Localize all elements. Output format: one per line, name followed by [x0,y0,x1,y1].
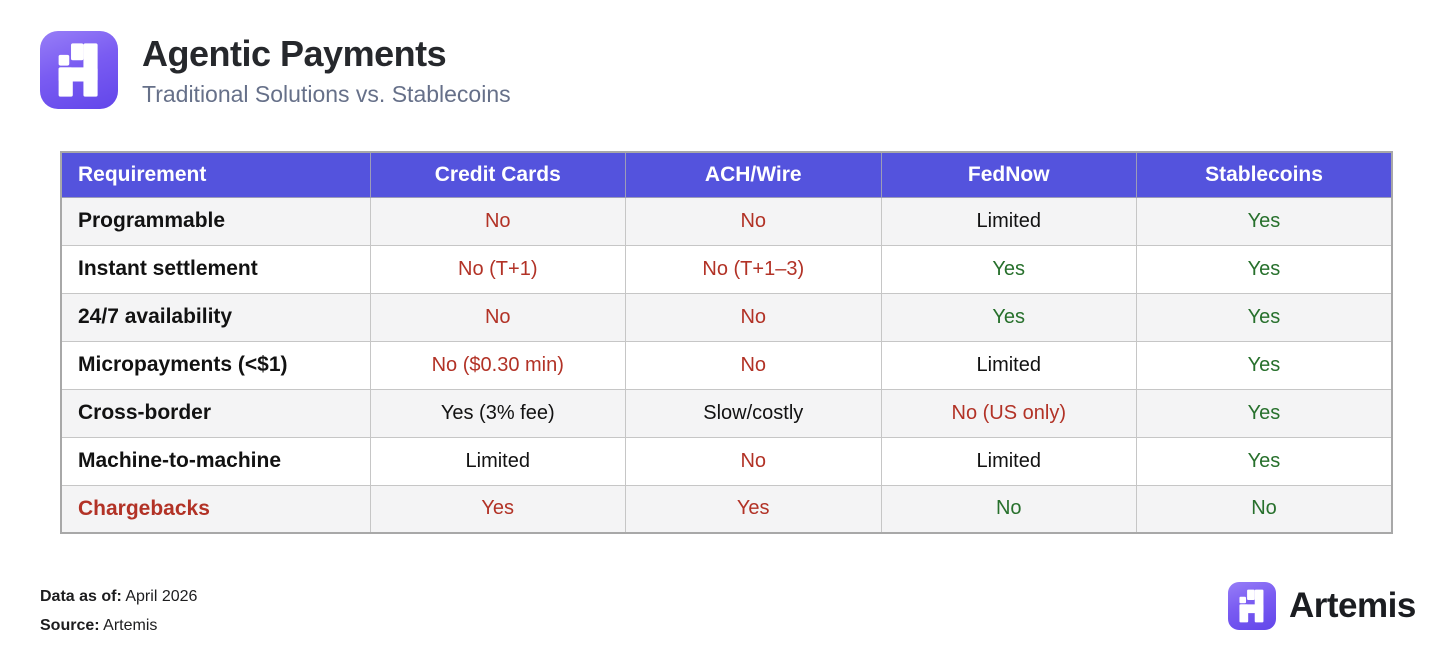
table-cell: Yes [880,292,1137,342]
title-block: Agentic Payments Traditional Solutions v… [142,33,511,108]
table-cell: No [625,436,882,486]
table-cell: No [369,292,626,342]
table-cell: No [625,292,882,342]
data-as-of-line: Data as of: April 2026 [40,582,197,611]
column-header-credit-cards: Credit Cards [369,151,626,198]
table-cell: Yes [1136,196,1393,246]
artemis-logo-icon [1228,582,1276,630]
table-cell: Limited [369,436,626,486]
column-header-ach-wire: ACH/Wire [625,151,882,198]
table-row: Programmable No No Limited Yes [60,196,1393,246]
row-label-micropayments-1: Micropayments (<$1) [60,340,371,390]
table-cell: No [625,340,882,390]
table-cell: Yes [1136,292,1393,342]
data-as-of-label: Data as of: [40,588,122,605]
table-cell: Limited [880,436,1137,486]
table-cell: Limited [880,340,1137,390]
brand-wordmark: Artemis [1289,586,1416,625]
data-as-of-value: April 2026 [125,588,198,605]
brand-mark: Artemis [1228,582,1416,630]
page-subtitle: Traditional Solutions vs. Stablecoins [142,80,511,107]
comparison-table: Requirement Credit Cards ACH/Wire FedNow Sta… [60,151,1393,534]
row-label-programmable: Programmable [60,196,371,246]
table-cell: Yes [1136,436,1393,486]
table-cell: Yes [1136,388,1393,438]
row-label-cross-border: Cross-border [60,388,371,438]
table-cell: Yes [625,484,882,534]
table-row: Instant settlement No (T+1) No (T+1–3) Yes Y… [60,244,1393,294]
table-cell: Yes (3% fee) [369,388,626,438]
table-row: Chargebacks Yes Yes No No [60,484,1393,534]
row-label-chargebacks: Chargebacks [60,484,371,534]
row-label-machine-to-machine: Machine-to-machine [60,436,371,486]
table-row: Cross-border Yes (3% fee) Slow/costly No (U… [60,388,1393,438]
table-cell: No [625,196,882,246]
footnotes: Data as of: April 2026 Source: Artemis [40,582,197,640]
page-title: Agentic Payments [142,32,447,74]
artemis-logo-icon [40,31,118,109]
table-cell: No (T+1) [369,244,626,294]
row-label-instant-settlement: Instant settlement [60,244,371,294]
table-cell: No ($0.30 min) [369,340,626,390]
column-header-fednow: FedNow [880,151,1137,198]
table-cell: No [880,484,1137,534]
table-cell: Yes [369,484,626,534]
column-header-requirement: Requirement [60,151,371,198]
table-cell: Yes [1136,244,1393,294]
table-cell: No (US only) [880,388,1137,438]
table-cell: No (T+1–3) [625,244,882,294]
page-header: Agentic Payments Traditional Solutions v… [40,31,511,109]
source-line: Source: Artemis [40,611,197,640]
column-header-stablecoins: Stablecoins [1136,151,1393,198]
source-label: Source: [40,617,100,634]
source-value: Artemis [103,617,158,634]
table-cell: Limited [880,196,1137,246]
table-row: Machine-to-machine Limited No Limited Yes [60,436,1393,486]
table-cell: Yes [880,244,1137,294]
table-row: Micropayments (<$1) No ($0.30 min) No Limit… [60,340,1393,390]
table-cell: Slow/costly [625,388,882,438]
table-cell: No [1136,484,1393,534]
row-label-24-7-availability: 24/7 availability [60,292,371,342]
table-cell: Yes [1136,340,1393,390]
table-cell: No [369,196,626,246]
table-row: 24/7 availability No No Yes Yes [60,292,1393,342]
table-header-row: Requirement Credit Cards ACH/Wire FedNow Sta… [60,151,1393,198]
